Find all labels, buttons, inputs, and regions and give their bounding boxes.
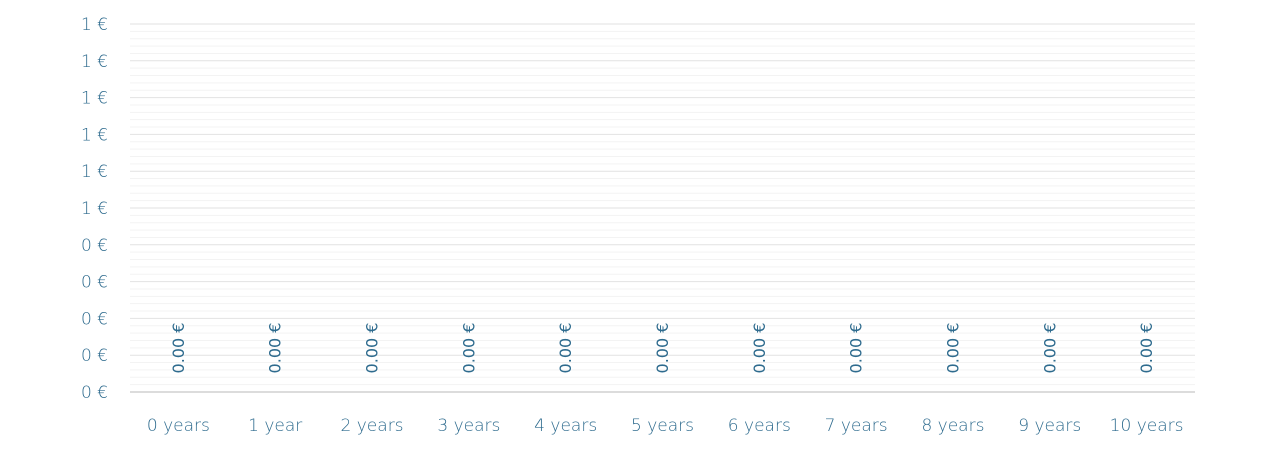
data-label: 0.00 € (1040, 323, 1059, 374)
y-tick-label: 1 € (81, 199, 108, 219)
y-tick-label: 0 € (81, 383, 108, 403)
data-label: 0.00 € (459, 323, 478, 374)
x-tick-label: 4 years (534, 416, 597, 436)
x-tick-label: 9 years (1018, 416, 1081, 436)
data-label: 0.00 € (1137, 323, 1156, 374)
x-tick-label: 5 years (631, 416, 694, 436)
x-tick-label: 2 years (341, 416, 404, 436)
x-tick-label: 6 years (728, 416, 791, 436)
data-label: 0.00 € (266, 323, 285, 374)
x-tick-label: 0 years (147, 416, 210, 436)
y-tick-label: 1 € (81, 89, 108, 109)
x-axis-tick-labels: 0 years 1 year 2 years 3 years 4 years 5 year… (147, 416, 1184, 436)
data-label: 0.00 € (943, 323, 962, 374)
x-tick-label: 7 years (825, 416, 888, 436)
y-tick-label: 1 € (81, 125, 108, 145)
major-gridlines (130, 23, 1195, 393)
data-labels: 0.00 € 0.00 € 0.00 € 0.00 € 0.00 € 0.00 € 0.00… (169, 323, 1156, 374)
data-label: 0.00 € (556, 323, 575, 374)
x-tick-label: 1 year (248, 416, 302, 436)
y-tick-label: 1 € (81, 15, 108, 35)
y-axis-tick-labels: 0 € 0 € 0 € 0 € 0 € 1 € 1 € 1 € 1 € 1 € 1 € (81, 15, 108, 403)
data-label: 0.00 € (363, 323, 382, 374)
minor-gridlines (130, 30, 1195, 386)
data-label: 0.00 € (847, 323, 866, 374)
y-tick-label: 0 € (81, 236, 108, 256)
data-label: 0.00 € (169, 323, 188, 374)
x-tick-label: 8 years (921, 416, 984, 436)
y-tick-label: 1 € (81, 162, 108, 182)
y-tick-label: 0 € (81, 346, 108, 366)
x-tick-label: 3 years (437, 416, 500, 436)
y-tick-label: 0 € (81, 273, 108, 293)
y-tick-label: 1 € (81, 52, 108, 72)
y-tick-label: 0 € (81, 309, 108, 329)
data-label: 0.00 € (750, 323, 769, 374)
x-tick-label: 10 years (1110, 416, 1184, 436)
data-label: 0.00 € (653, 323, 672, 374)
